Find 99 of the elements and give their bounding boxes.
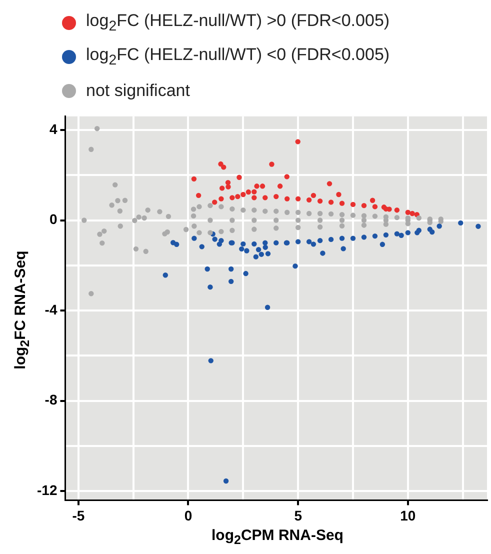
point (340, 246, 346, 252)
point (252, 241, 257, 247)
point (240, 192, 246, 198)
point (405, 230, 411, 236)
point (372, 233, 378, 239)
x-tick-label: 0 (184, 507, 192, 524)
point (284, 196, 290, 202)
point (436, 224, 442, 229)
point (383, 232, 389, 238)
point (264, 304, 270, 310)
point (350, 236, 356, 241)
point (361, 202, 367, 208)
legend-label: log$_{2}$FC (HELZ-null/WT) <0 (FDR<0.005) (86, 45, 390, 69)
point (427, 226, 432, 232)
point (226, 184, 231, 190)
point (265, 251, 271, 256)
point (258, 252, 264, 257)
point (204, 266, 210, 272)
point (310, 192, 316, 198)
point (350, 202, 356, 208)
point (339, 236, 345, 241)
point (219, 186, 225, 191)
point (458, 220, 464, 226)
point (228, 266, 234, 272)
point (260, 184, 266, 189)
point (254, 184, 260, 189)
y-tick-label: -8 (44, 392, 58, 408)
y-tick-label: -4 (44, 301, 58, 318)
point (208, 358, 214, 364)
point (236, 174, 242, 180)
point (295, 239, 301, 244)
point (262, 195, 268, 200)
point (218, 238, 224, 244)
point (310, 242, 316, 247)
point (306, 197, 312, 203)
point (269, 162, 274, 167)
point (230, 195, 235, 200)
point (274, 240, 279, 246)
point (208, 284, 213, 290)
x-tick-label: 5 (294, 507, 302, 524)
point (252, 189, 257, 194)
y-tick-label: 0 (49, 211, 58, 228)
point (295, 196, 301, 202)
point (370, 198, 376, 203)
point (192, 236, 197, 241)
point (212, 200, 218, 205)
point (306, 239, 312, 244)
x-tick-label: -5 (72, 507, 85, 524)
point (244, 248, 250, 254)
x-axis-title: log$_{2}$CPM RNA-Seq (210, 527, 344, 547)
point (317, 198, 323, 204)
point (212, 236, 218, 242)
point (336, 192, 342, 198)
y-tick-label: 4 (49, 120, 58, 137)
point (174, 242, 180, 248)
point (328, 236, 334, 242)
point (223, 478, 229, 484)
legend-label: log$_{2}$FC (HELZ-null/WT) >0 (FDR<0.005) (86, 11, 390, 35)
point (295, 139, 300, 144)
y-tick-label: -12 (37, 482, 58, 498)
point (246, 189, 252, 195)
point (320, 250, 326, 256)
point (196, 192, 202, 198)
point (253, 254, 259, 260)
point (262, 240, 268, 246)
point (162, 272, 168, 278)
point (292, 263, 298, 269)
point (394, 231, 400, 236)
point (228, 278, 234, 284)
point (372, 204, 378, 210)
point (240, 241, 246, 247)
point (326, 181, 332, 186)
point (476, 224, 481, 229)
point (339, 200, 345, 206)
point (256, 247, 262, 252)
point (243, 270, 248, 276)
point (361, 234, 367, 240)
point (405, 210, 411, 215)
point (394, 207, 400, 213)
point (317, 238, 323, 244)
point (262, 244, 268, 250)
point (277, 184, 283, 189)
point (410, 210, 415, 216)
point (284, 174, 290, 180)
point (218, 196, 224, 202)
legend-label: not significant (86, 81, 190, 101)
point (328, 200, 334, 205)
point (235, 194, 240, 200)
point (252, 195, 257, 200)
point (380, 242, 386, 248)
point (221, 164, 226, 170)
point (274, 194, 279, 200)
point (416, 228, 422, 234)
point (398, 232, 404, 238)
x-tick-label: 10 (400, 507, 416, 524)
point (199, 244, 204, 250)
point (191, 176, 197, 182)
point (225, 180, 231, 186)
point (239, 246, 244, 252)
